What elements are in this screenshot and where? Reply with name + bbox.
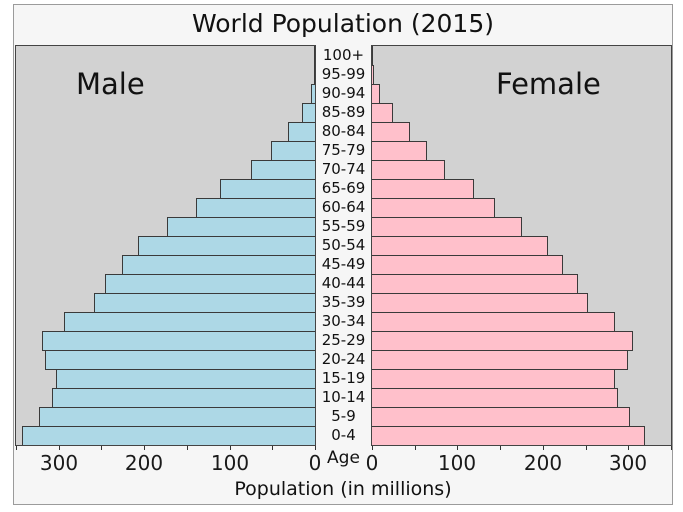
age-tick-label-100plus: 100+ bbox=[322, 46, 365, 64]
bar-female-20-24 bbox=[372, 350, 628, 370]
x-axis-label: Population (in millions) bbox=[234, 478, 452, 500]
bar-female-70-74 bbox=[372, 160, 445, 180]
bar-male-65-69 bbox=[220, 179, 315, 199]
chart-title: World Population (2015) bbox=[191, 9, 494, 38]
female-panel: Female bbox=[371, 45, 672, 446]
age-tick-label-75-79: 75-79 bbox=[321, 141, 366, 159]
age-tick-label-35-39: 35-39 bbox=[321, 293, 366, 311]
x-tick-female-100 bbox=[457, 446, 458, 450]
bar-male-80-84 bbox=[288, 122, 315, 142]
x-tick-male-150 bbox=[187, 446, 188, 450]
bar-female-30-34 bbox=[372, 312, 615, 332]
bar-female-5-9 bbox=[372, 407, 630, 427]
x-tick-label-female-100: 100 bbox=[437, 451, 477, 475]
figure-frame: World Population (2015) Male 100+ 95-99 90… bbox=[13, 4, 673, 505]
male-panel-label: Male bbox=[76, 67, 145, 101]
age-tick-label-60-64: 60-64 bbox=[321, 198, 366, 216]
bar-male-50-54 bbox=[138, 236, 315, 256]
bar-female-45-49 bbox=[372, 255, 563, 275]
x-tick-label-female-200: 200 bbox=[523, 451, 563, 475]
bar-female-85-89 bbox=[372, 103, 393, 123]
age-tick-label-85-89: 85-89 bbox=[321, 103, 366, 121]
x-tick-male-300 bbox=[59, 446, 60, 450]
bar-female-10-14 bbox=[372, 388, 618, 408]
x-tick-female-0 bbox=[372, 446, 373, 450]
x-tick-male-0 bbox=[315, 446, 316, 450]
age-tick-label-0-4: 0-4 bbox=[331, 426, 356, 444]
age-tick-label-20-24: 20-24 bbox=[321, 350, 366, 368]
age-axis-tick-labels: 100+ 95-99 90-94 85-89 80-84 75-79 70-74 65-69 6… bbox=[316, 46, 371, 445]
bar-male-5-9 bbox=[39, 407, 315, 427]
age-tick-label-95-99: 95-99 bbox=[321, 65, 366, 83]
bar-female-50-54 bbox=[372, 236, 548, 256]
bar-female-40-44 bbox=[372, 274, 578, 294]
bar-male-20-24 bbox=[45, 350, 315, 370]
x-tick-male-200 bbox=[144, 446, 145, 450]
age-tick-label-10-14: 10-14 bbox=[321, 388, 366, 406]
age-tick-label-40-44: 40-44 bbox=[321, 274, 366, 292]
x-tick-female-200 bbox=[543, 446, 544, 450]
age-tick-label-90-94: 90-94 bbox=[321, 84, 366, 102]
bar-female-0-4 bbox=[372, 426, 645, 445]
x-tick-label-female-0: 0 bbox=[365, 451, 379, 475]
bar-female-15-19 bbox=[372, 369, 615, 389]
age-tick-label-50-54: 50-54 bbox=[321, 236, 366, 254]
age-axis-title: Age bbox=[327, 448, 360, 468]
age-tick-label-25-29: 25-29 bbox=[321, 331, 366, 349]
bar-female-95-99 bbox=[372, 65, 374, 85]
bar-male-35-39 bbox=[94, 293, 315, 313]
bar-male-55-59 bbox=[167, 217, 315, 237]
x-tick-label-male-100: 100 bbox=[210, 451, 250, 475]
bar-male-25-29 bbox=[42, 331, 315, 351]
age-tick-label-55-59: 55-59 bbox=[321, 217, 366, 235]
x-tick-label-male-200: 200 bbox=[124, 451, 164, 475]
x-tick-female-50 bbox=[415, 446, 416, 450]
bar-male-75-79 bbox=[271, 141, 315, 161]
female-panel-label: Female bbox=[496, 67, 601, 101]
bar-male-45-49 bbox=[122, 255, 315, 275]
bar-male-40-44 bbox=[105, 274, 315, 294]
bar-male-60-64 bbox=[196, 198, 315, 218]
age-tick-label-65-69: 65-69 bbox=[321, 179, 366, 197]
bar-male-10-14 bbox=[52, 388, 315, 408]
x-tick-female-150 bbox=[500, 446, 501, 450]
bar-female-25-29 bbox=[372, 331, 633, 351]
x-tick-female-250 bbox=[586, 446, 587, 450]
x-tick-label-female-300: 300 bbox=[608, 451, 648, 475]
age-tick-label-45-49: 45-49 bbox=[321, 255, 366, 273]
bar-female-65-69 bbox=[372, 179, 474, 199]
bar-female-35-39 bbox=[372, 293, 588, 313]
age-tick-label-30-34: 30-34 bbox=[321, 312, 366, 330]
age-tick-label-80-84: 80-84 bbox=[321, 122, 366, 140]
bar-female-100plus bbox=[372, 46, 373, 66]
x-tick-male-250 bbox=[101, 446, 102, 450]
bar-male-85-89 bbox=[302, 103, 315, 123]
bar-male-15-19 bbox=[56, 369, 315, 389]
age-tick-label-15-19: 15-19 bbox=[321, 369, 366, 387]
age-tick-label-5-9: 5-9 bbox=[331, 407, 356, 425]
bar-female-60-64 bbox=[372, 198, 495, 218]
bar-female-55-59 bbox=[372, 217, 522, 237]
bar-male-0-4 bbox=[22, 426, 315, 445]
age-tick-label-70-74: 70-74 bbox=[321, 160, 366, 178]
x-tick-male-350 bbox=[16, 446, 17, 450]
x-tick-label-male-300: 300 bbox=[39, 451, 79, 475]
x-tick-female-350 bbox=[671, 446, 672, 450]
x-tick-male-50 bbox=[272, 446, 273, 450]
bar-male-30-34 bbox=[64, 312, 315, 332]
male-panel: Male bbox=[15, 45, 316, 446]
x-tick-female-300 bbox=[628, 446, 629, 450]
bar-female-90-94 bbox=[372, 84, 380, 104]
x-tick-label-male-0: 0 bbox=[308, 451, 322, 475]
bar-female-75-79 bbox=[372, 141, 427, 161]
bar-male-70-74 bbox=[251, 160, 315, 180]
x-tick-male-100 bbox=[230, 446, 231, 450]
bar-female-80-84 bbox=[372, 122, 410, 142]
